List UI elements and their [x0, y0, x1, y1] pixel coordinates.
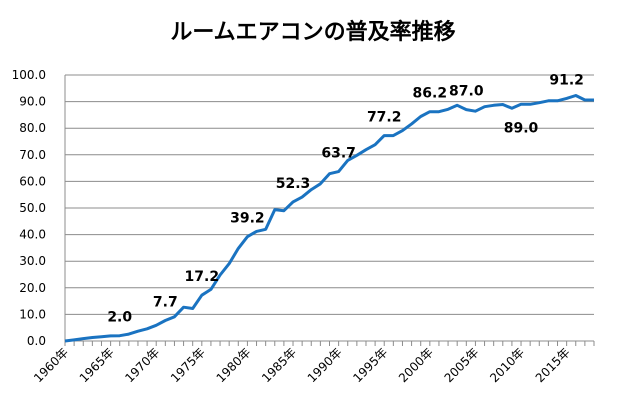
- data-label: 7.7: [153, 295, 178, 311]
- chart-title: ルームエアコンの普及率推移: [170, 20, 456, 45]
- data-label: 77.2: [367, 110, 402, 126]
- x-tick-label: 2015年: [533, 345, 573, 385]
- x-tick-label: 1975年: [168, 345, 208, 385]
- x-tick-label: 1985年: [259, 345, 299, 385]
- data-label: 87.0: [449, 84, 484, 100]
- data-label: 2.0: [107, 310, 132, 326]
- y-tick-label: 30.0: [19, 254, 46, 268]
- y-tick-label: 50.0: [19, 201, 46, 215]
- x-tick-label: 1990年: [305, 345, 345, 385]
- y-tick-label: 60.0: [19, 174, 46, 188]
- y-tick-label: 10.0: [19, 307, 46, 321]
- y-tick-label: 80.0: [19, 121, 46, 135]
- x-tick-label: 2005年: [442, 345, 482, 385]
- y-tick-label: 90.0: [19, 95, 46, 109]
- x-tick-label: 1965年: [77, 345, 117, 385]
- y-tick-label: 40.0: [19, 228, 46, 242]
- y-tick-label: 70.0: [19, 148, 46, 162]
- x-tick-label: 2000年: [396, 345, 436, 385]
- x-tick-label: 1995年: [350, 345, 390, 385]
- y-tick-label: 0.0: [27, 334, 46, 348]
- x-tick-label: 1960年: [31, 345, 71, 385]
- data-label: 63.7: [321, 146, 356, 162]
- data-label: 52.3: [276, 176, 311, 192]
- data-label: 17.2: [185, 269, 220, 285]
- y-tick-label: 100.0: [12, 68, 46, 82]
- x-tick-label: 1980年: [214, 345, 254, 385]
- x-tick-label: 2010年: [487, 345, 527, 385]
- y-tick-label: 20.0: [19, 281, 46, 295]
- data-label: 91.2: [549, 72, 584, 88]
- data-label: 89.0: [504, 120, 539, 136]
- data-label: 86.2: [413, 86, 448, 102]
- x-tick-label: 1970年: [122, 345, 162, 385]
- data-label: 39.2: [230, 211, 265, 227]
